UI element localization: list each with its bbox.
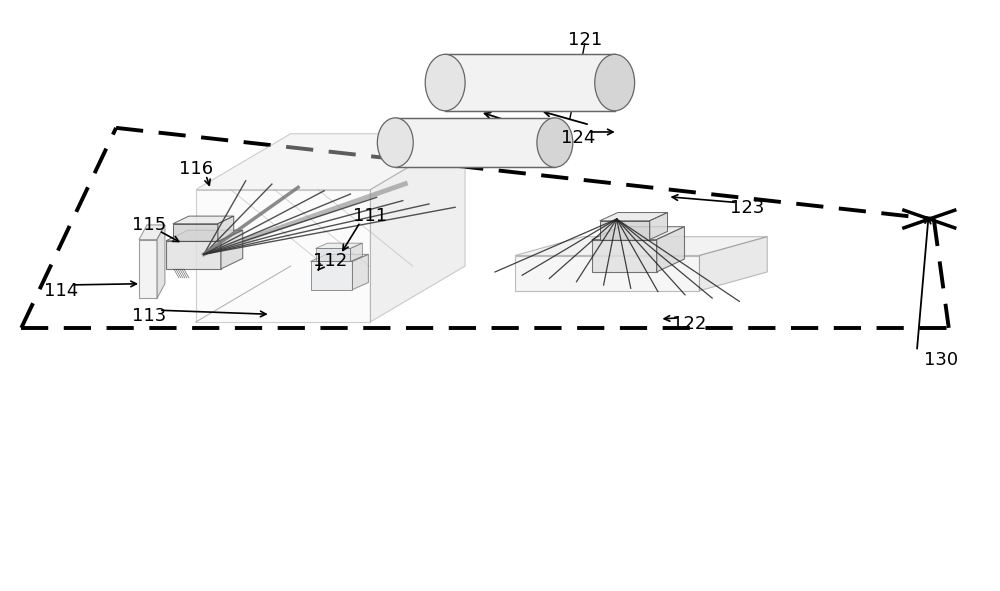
Text: 122: 122 xyxy=(672,315,707,333)
Polygon shape xyxy=(650,213,668,239)
Text: 114: 114 xyxy=(44,282,78,300)
Polygon shape xyxy=(657,227,684,272)
Polygon shape xyxy=(157,225,165,298)
Ellipse shape xyxy=(377,118,413,167)
Text: 112: 112 xyxy=(313,252,348,271)
Text: 111: 111 xyxy=(353,207,387,225)
Polygon shape xyxy=(699,236,767,291)
Text: 123: 123 xyxy=(730,199,764,217)
Polygon shape xyxy=(515,255,699,291)
FancyBboxPatch shape xyxy=(445,54,615,111)
Polygon shape xyxy=(173,224,218,241)
Polygon shape xyxy=(311,261,352,290)
Text: 115: 115 xyxy=(132,216,166,234)
Polygon shape xyxy=(173,216,234,224)
Text: 113: 113 xyxy=(132,307,166,325)
Ellipse shape xyxy=(595,54,635,111)
Polygon shape xyxy=(592,227,684,239)
Polygon shape xyxy=(221,230,243,269)
Polygon shape xyxy=(166,230,243,241)
Polygon shape xyxy=(316,243,362,248)
Polygon shape xyxy=(196,190,370,322)
Ellipse shape xyxy=(537,118,573,167)
Text: 124: 124 xyxy=(561,129,595,147)
Polygon shape xyxy=(196,134,465,190)
FancyBboxPatch shape xyxy=(395,118,555,167)
Polygon shape xyxy=(139,225,165,239)
Text: 130: 130 xyxy=(924,351,958,369)
Polygon shape xyxy=(600,221,650,239)
Polygon shape xyxy=(166,241,221,269)
Polygon shape xyxy=(600,213,668,221)
Polygon shape xyxy=(139,239,157,298)
Ellipse shape xyxy=(425,54,465,111)
Polygon shape xyxy=(218,216,234,241)
Polygon shape xyxy=(350,243,362,261)
Polygon shape xyxy=(515,236,767,255)
Polygon shape xyxy=(311,254,368,261)
Polygon shape xyxy=(592,239,657,272)
Polygon shape xyxy=(352,254,368,290)
Polygon shape xyxy=(370,134,465,322)
Text: 121: 121 xyxy=(568,31,602,48)
Text: 116: 116 xyxy=(179,160,213,178)
Polygon shape xyxy=(316,248,350,261)
